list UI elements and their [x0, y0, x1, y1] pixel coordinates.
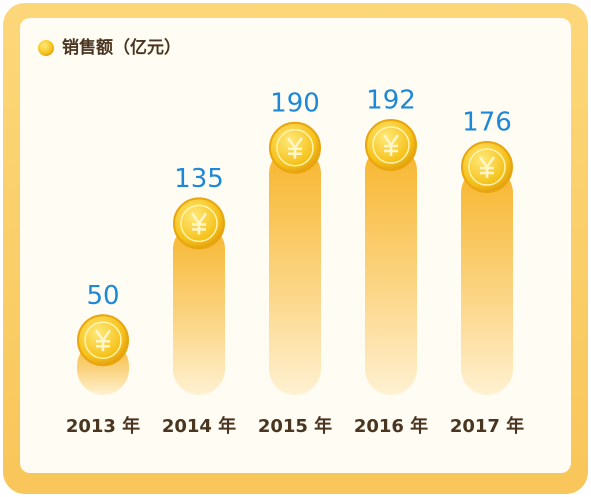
- value-label: 176: [462, 108, 512, 138]
- bar: [269, 147, 321, 395]
- coin-rim: [372, 126, 410, 164]
- yen-icon: [478, 156, 496, 178]
- legend-swatch: [38, 40, 54, 56]
- value-label: 135: [174, 164, 224, 194]
- x-tick-label: 2016 年: [354, 415, 428, 437]
- x-tick-label: 2017 年: [450, 415, 524, 437]
- plot: 50 2013 年 135 2014 年 190 2015 年 192 2016 年 176 20…: [66, 86, 524, 438]
- coin-rim: [276, 129, 314, 167]
- legend-label: 销售额（亿元）: [62, 37, 181, 58]
- value-label: 192: [366, 86, 416, 116]
- bar: [173, 223, 225, 395]
- coin-rim: [468, 148, 506, 186]
- coin-rim: [180, 204, 218, 243]
- coin-rim: [84, 321, 122, 359]
- bar: [461, 167, 513, 395]
- value-label: 190: [270, 88, 320, 118]
- yen-icon: [286, 137, 304, 159]
- x-tick-label: 2014 年: [162, 415, 236, 437]
- bar: [365, 145, 417, 395]
- yen-icon: [94, 329, 112, 352]
- yen-icon: [190, 212, 208, 235]
- value-label: 50: [86, 281, 119, 311]
- yen-icon: [382, 134, 400, 156]
- x-tick-label: 2013 年: [66, 415, 140, 437]
- x-tick-label: 2015 年: [258, 415, 332, 437]
